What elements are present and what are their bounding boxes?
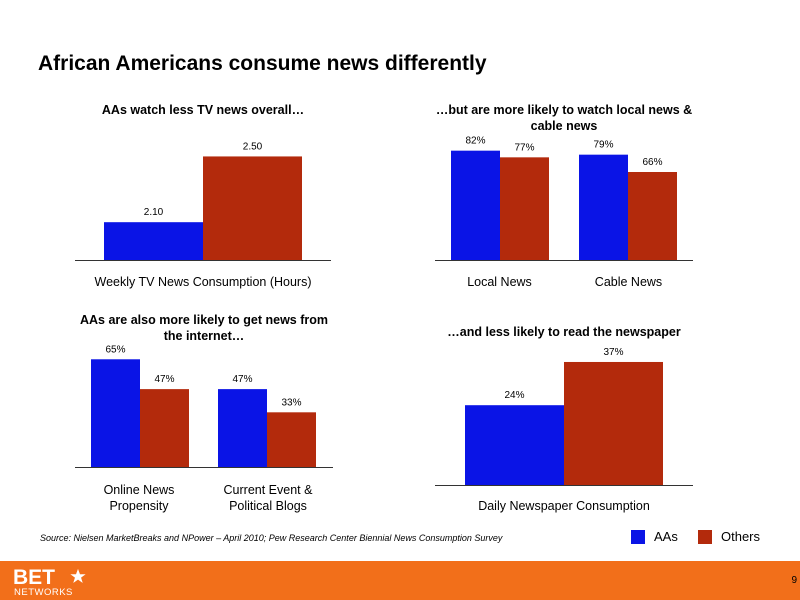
bar-aas — [218, 389, 267, 467]
data-label: 77% — [514, 142, 534, 153]
chart-plot: 2.10 2.50 — [75, 100, 331, 300]
bar-aas — [104, 222, 203, 260]
data-label: 66% — [642, 157, 662, 168]
data-label: 79% — [593, 140, 613, 151]
bar-aas — [579, 155, 628, 260]
bar-others — [564, 362, 663, 485]
chart-plot: 24% 37% — [435, 322, 693, 518]
category-label: Online News Propensity — [89, 482, 189, 514]
chart-tv-news: AAs watch less TV news overall… 2.10 2.50… — [75, 100, 331, 300]
data-label: 82% — [465, 136, 485, 147]
legend-swatch — [631, 530, 645, 544]
bar-others — [203, 156, 302, 260]
data-label: 2.50 — [243, 141, 263, 152]
legend-label: AAs — [654, 529, 678, 544]
bar-others — [267, 412, 316, 467]
logo-sub-text: NETWORKS — [14, 587, 73, 597]
page-number: 9 — [791, 575, 797, 586]
chart-internet-news: AAs are also more likely to get news fro… — [75, 311, 333, 521]
category-label: Cable News — [564, 274, 693, 290]
legend-swatch — [698, 530, 712, 544]
category-label: Daily Newspaper Consumption — [435, 498, 693, 514]
category-label: Weekly TV News Consumption (Hours) — [75, 274, 331, 290]
data-label: 47% — [154, 374, 174, 385]
data-label: 47% — [232, 374, 252, 385]
bar-others — [140, 389, 189, 467]
legend-item-others: Others — [698, 529, 760, 544]
data-label: 37% — [603, 347, 623, 358]
data-label: 33% — [281, 397, 301, 408]
source-note: Source: Nielsen MarketBreaks and NPower … — [40, 533, 502, 543]
chart-plot: 82% 77% 79% 66% — [435, 100, 693, 300]
logo-main-text: BET — [13, 566, 55, 589]
bar-others — [500, 157, 549, 260]
bar-aas — [91, 359, 140, 467]
page-title: African Americans consume news different… — [38, 52, 487, 76]
category-label: Local News — [435, 274, 564, 290]
star-icon — [70, 568, 87, 584]
category-label: Current Event & Political Blogs — [217, 482, 319, 514]
legend-label: Others — [721, 529, 760, 544]
legend-item-aas: AAs — [631, 529, 678, 544]
data-label: 2.10 — [144, 207, 164, 218]
chart-newspaper: …and less likely to read the newspaper 2… — [435, 322, 693, 518]
bar-aas — [451, 151, 500, 260]
data-label: 65% — [105, 344, 125, 355]
bar-others — [628, 172, 677, 260]
data-label: 24% — [504, 390, 524, 401]
chart-local-cable-news: …but are more likely to watch local news… — [435, 100, 693, 300]
bet-networks-logo: BET NETWORKS — [12, 565, 92, 597]
bar-aas — [465, 405, 564, 485]
footer-bar — [0, 561, 800, 600]
